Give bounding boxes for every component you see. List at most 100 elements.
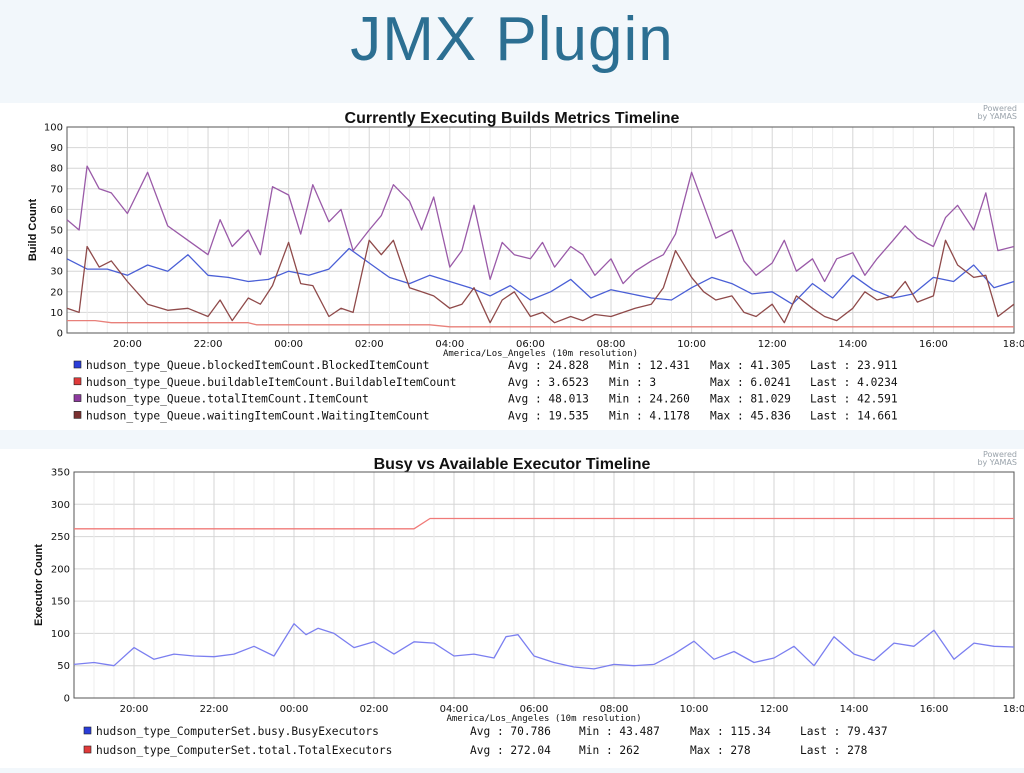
y-tick-label: 90 <box>50 143 63 154</box>
powered-by-label: Powered <box>983 450 1017 459</box>
legend-series-name: hudson_type_Queue.blockedItemCount.Block… <box>86 359 430 372</box>
legend-series-name: hudson_type_Queue.waitingItemCount.Waiti… <box>86 409 430 422</box>
chart-title: Currently Executing Builds Metrics Timel… <box>345 110 680 127</box>
powered-by-label: Powered <box>983 104 1017 113</box>
chart-panel-queue: Currently Executing Builds Metrics Timel… <box>0 103 1024 430</box>
x-tick-label: 00:00 <box>280 704 309 715</box>
x-tick-label: 18:0 <box>1003 704 1024 715</box>
legend-swatch <box>73 377 82 386</box>
y-tick-label: 250 <box>51 532 70 543</box>
legend-stat: Avg : 70.786 <box>470 725 551 738</box>
y-tick-label: 150 <box>51 597 70 608</box>
x-tick-label: 10:00 <box>677 339 706 350</box>
y-tick-label: 100 <box>44 123 63 134</box>
legend-stat: Avg : 3.6523 <box>508 376 589 389</box>
legend-stat: Min : 3 <box>609 376 656 389</box>
y-tick-label: 200 <box>51 564 70 575</box>
queue-metrics-chart: Currently Executing Builds Metrics Timel… <box>27 104 1024 422</box>
legend-stat: Avg : 19.535 <box>508 409 589 422</box>
x-axis-label: America/Los_Angeles (10m resolution) <box>446 714 641 724</box>
legend-series-name: hudson_type_Queue.totalItemCount.ItemCou… <box>86 393 369 406</box>
y-tick-label: 30 <box>50 267 63 278</box>
series-line-1 <box>73 623 1015 670</box>
legend-stat: Min : 43.487 <box>579 725 660 738</box>
slide-title: JMX Plugin <box>350 5 674 74</box>
legend-swatch <box>73 394 82 402</box>
legend-stat: Max : 81.029 <box>710 393 791 406</box>
y-tick-label: 300 <box>51 500 70 511</box>
legend-stat: Max : 6.0241 <box>710 376 791 389</box>
x-tick-label: 18:0 <box>1003 339 1024 350</box>
plot-frame <box>66 126 1015 334</box>
y-tick-label: 50 <box>50 226 63 237</box>
y-tick-label: 80 <box>50 164 63 175</box>
legend-swatch <box>83 745 92 754</box>
legend-stat: Max : 41.305 <box>710 359 791 372</box>
powered-by-label: by YAMAS <box>977 458 1017 467</box>
x-tick-label: 16:00 <box>919 339 948 350</box>
y-axis-label: Executor Count <box>33 544 45 626</box>
y-tick-label: 350 <box>51 468 70 479</box>
plot-frame <box>73 471 1015 699</box>
x-tick-label: 14:00 <box>838 339 867 350</box>
legend-series-name: hudson_type_ComputerSet.busy.BusyExecuto… <box>96 725 379 738</box>
legend-stat: Min : 262 <box>579 744 640 757</box>
series-line-2 <box>67 319 1014 328</box>
legend-stat: Avg : 48.013 <box>508 393 589 406</box>
plot-area <box>74 472 1014 698</box>
y-tick-label: 60 <box>50 205 63 216</box>
legend-stat: Avg : 272.04 <box>470 744 551 757</box>
legend-stat: Min : 24.260 <box>609 393 690 406</box>
powered-by-label: by YAMAS <box>977 112 1017 121</box>
y-tick-label: 0 <box>64 694 70 705</box>
y-axis-label: Build Count <box>27 199 39 262</box>
y-tick-label: 20 <box>50 287 63 298</box>
x-axis-label: America/Los_Angeles (10m resolution) <box>443 349 638 359</box>
x-tick-label: 16:00 <box>920 704 949 715</box>
x-tick-label: 20:00 <box>113 339 142 350</box>
x-tick-label: 04:00 <box>435 339 464 350</box>
executor-timeline-chart: Busy vs Available Executor Timeline Power… <box>33 450 1024 757</box>
y-tick-label: 40 <box>50 246 63 257</box>
y-tick-label: 10 <box>50 308 63 319</box>
chart-panel-executors: Busy vs Available Executor Timeline Power… <box>0 449 1024 768</box>
x-tick-label: 10:00 <box>680 704 709 715</box>
y-tick-label: 50 <box>57 661 70 672</box>
legend-stat: Max : 45.836 <box>710 409 791 422</box>
legend-stat: Last : 23.911 <box>810 359 898 372</box>
legend-stat: Max : 115.34 <box>690 725 771 738</box>
legend-swatch <box>83 726 92 735</box>
x-tick-label: 22:00 <box>200 704 229 715</box>
legend-stat: Min : 4.1178 <box>609 409 690 422</box>
legend-series-name: hudson_type_ComputerSet.total.TotalExecu… <box>96 744 392 757</box>
x-tick-label: 22:00 <box>194 339 223 350</box>
legend-stat: Avg : 24.828 <box>508 359 589 372</box>
legend-swatch <box>73 411 82 419</box>
x-tick-label: 12:00 <box>758 339 787 350</box>
x-tick-label: 06:00 <box>516 339 545 350</box>
legend-series-name: hudson_type_Queue.buildableItemCount.Bui… <box>86 376 456 389</box>
x-tick-label: 04:00 <box>440 704 469 715</box>
legend-stat: Last : 4.0234 <box>810 376 898 389</box>
legend-stat: Last : 14.661 <box>810 409 898 422</box>
x-tick-label: 02:00 <box>360 704 389 715</box>
y-tick-label: 70 <box>50 184 63 195</box>
series-line-1 <box>66 247 1015 305</box>
x-tick-label: 14:00 <box>840 704 869 715</box>
series-line-2 <box>74 517 1014 530</box>
series-line-3 <box>66 165 1015 285</box>
y-tick-label: 100 <box>51 629 70 640</box>
legend-stat: Min : 12.431 <box>609 359 690 372</box>
x-tick-label: 08:00 <box>600 704 629 715</box>
x-tick-label: 12:00 <box>760 704 789 715</box>
legend-swatch <box>73 360 82 369</box>
chart-title: Busy vs Available Executor Timeline <box>374 456 651 473</box>
x-tick-label: 08:00 <box>597 339 626 350</box>
legend-stat: Last : 79.437 <box>800 725 888 738</box>
x-tick-label: 02:00 <box>355 339 384 350</box>
x-tick-label: 00:00 <box>274 339 303 350</box>
series-line-4 <box>66 239 1015 324</box>
y-tick-label: 0 <box>57 329 63 340</box>
x-tick-label: 20:00 <box>120 704 149 715</box>
x-tick-label: 06:00 <box>520 704 549 715</box>
